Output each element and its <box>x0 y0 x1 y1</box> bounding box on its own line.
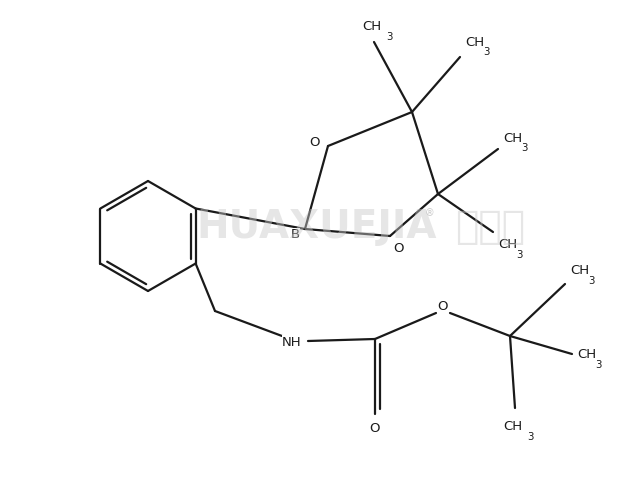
Text: CH: CH <box>577 348 596 361</box>
Text: O: O <box>370 422 380 435</box>
Text: O: O <box>437 300 447 313</box>
Text: O: O <box>392 242 403 255</box>
Text: CH: CH <box>503 131 522 144</box>
Text: ®: ® <box>425 208 435 217</box>
Text: NH: NH <box>282 335 302 348</box>
Text: 3: 3 <box>595 359 602 369</box>
Text: CH: CH <box>570 264 589 277</box>
Text: 3: 3 <box>588 275 595 286</box>
Text: CH: CH <box>363 20 382 33</box>
Text: 3: 3 <box>516 249 522 259</box>
Text: CH: CH <box>503 420 522 433</box>
Text: 3: 3 <box>483 47 489 57</box>
Text: 化学加: 化学加 <box>455 208 525 245</box>
Text: 3: 3 <box>386 32 392 42</box>
Text: CH: CH <box>465 35 484 48</box>
Text: 3: 3 <box>527 431 533 441</box>
Text: 3: 3 <box>521 143 527 152</box>
Text: CH: CH <box>498 238 517 251</box>
Text: HUAXUEJIA: HUAXUEJIA <box>197 208 437 245</box>
Text: O: O <box>309 135 320 148</box>
Text: B: B <box>290 228 299 241</box>
